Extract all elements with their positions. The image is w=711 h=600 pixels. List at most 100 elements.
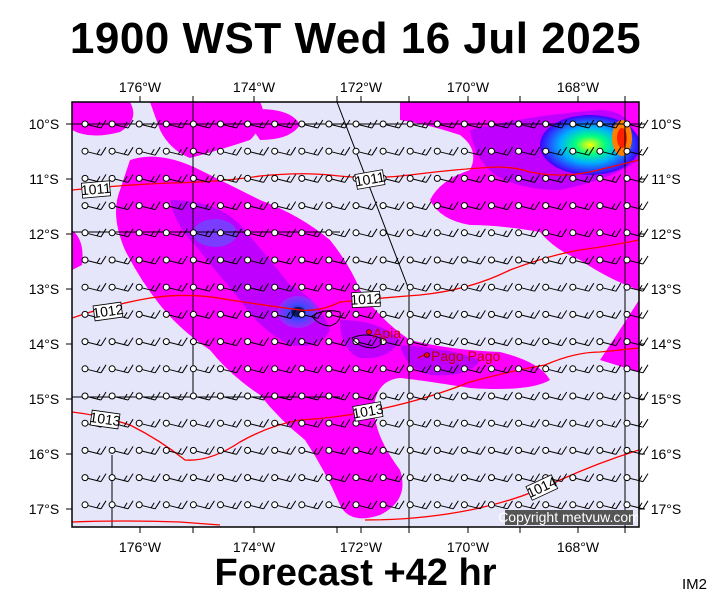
wind-barb [623, 255, 649, 265]
wind-barb [379, 255, 405, 265]
wind-barb [596, 500, 622, 510]
wind-barb [135, 391, 161, 401]
wind-barb [433, 255, 459, 265]
wind-barb [162, 119, 188, 129]
wind-barb [244, 146, 270, 156]
wind-barb [325, 119, 351, 129]
wind-barb [460, 391, 486, 401]
wind-barb [596, 364, 622, 374]
wind-barb [515, 473, 541, 483]
wind-barb [189, 119, 215, 129]
wind-barb [271, 201, 297, 211]
wind-barb [379, 146, 405, 156]
wind-barb [189, 364, 215, 374]
wind-barb [488, 418, 513, 428]
wind-barb [379, 228, 405, 238]
wind-barb [406, 337, 432, 347]
wind-barb [108, 500, 134, 510]
wind-barb [244, 282, 270, 292]
wind-barb [298, 174, 324, 183]
wind-barb [515, 446, 541, 455]
wind-barb [460, 146, 486, 156]
wind-barb [162, 174, 188, 183]
wind-barb [433, 201, 459, 211]
wind-barb [488, 364, 513, 374]
wind-barb [244, 310, 270, 319]
wind-barb [488, 146, 513, 156]
wind-barb [596, 418, 622, 428]
wind-barb [162, 228, 188, 238]
wind-barb [244, 500, 270, 510]
svg-text:Apia: Apia [373, 325, 401, 341]
wind-barb [515, 282, 541, 292]
wind-barb [162, 391, 188, 401]
samoa-islands [311, 310, 382, 349]
wind-barb [433, 228, 459, 238]
wind-barb [623, 310, 649, 319]
wind-barb [433, 282, 459, 292]
wind-barb [244, 255, 270, 265]
wind-barb [244, 364, 270, 374]
wind-barb [515, 337, 541, 347]
wind-barb [189, 500, 215, 510]
wind-barb [569, 282, 595, 292]
wind-barb [189, 174, 215, 183]
wind-barb [81, 201, 107, 211]
wind-barb [379, 446, 405, 455]
wind-barb [271, 418, 297, 428]
wind-barb [81, 119, 107, 129]
wind-barb [81, 337, 107, 347]
wind-barb [325, 391, 351, 401]
wind-barb [189, 282, 215, 292]
lat-label: 15°S [29, 391, 60, 407]
svg-text:1011: 1011 [80, 180, 112, 199]
wind-barb [135, 282, 161, 292]
wind-barb [244, 174, 270, 183]
wind-barb [515, 500, 541, 510]
wind-barb [569, 228, 595, 238]
wind-barb [488, 337, 513, 347]
wind-barb [189, 310, 215, 319]
wind-barb [298, 255, 324, 265]
lat-labels-left: 10°S 11°S 12°S 13°S 14°S 15°S 16°S 17°S [29, 116, 60, 517]
wind-barb [379, 364, 405, 374]
wind-barb [406, 473, 432, 483]
wind-barb [298, 500, 324, 510]
wind-barb [488, 282, 513, 292]
wind-barb [271, 119, 297, 129]
wind-barb [569, 201, 595, 211]
wind-barb [108, 228, 134, 238]
wind-barb [271, 391, 297, 401]
wind-barb [352, 228, 378, 238]
lon-label: 176°W [119, 79, 162, 95]
wind-barb [298, 146, 324, 156]
wind-barb [515, 146, 541, 156]
wind-barb [108, 119, 134, 129]
wind-barb [81, 364, 107, 374]
wind-barb [217, 146, 242, 156]
wind-barb [596, 310, 622, 319]
wind-barb [515, 228, 541, 238]
wind-barb [325, 446, 351, 455]
lon-label: 172°W [340, 79, 383, 95]
wind-barb [189, 473, 215, 483]
wind-barb [135, 255, 161, 265]
wind-barb [460, 418, 486, 428]
wind-barb [433, 337, 459, 347]
wind-barb [271, 146, 297, 156]
wind-barb [596, 473, 622, 483]
wind-barb [189, 418, 215, 428]
axis-ticks [66, 96, 645, 533]
wind-barb [271, 310, 297, 319]
wind-barb [325, 310, 351, 319]
wind-barb [162, 418, 188, 428]
lat-label: 14°S [651, 336, 682, 352]
wind-barb [460, 282, 486, 292]
wind-barb [460, 174, 486, 183]
wind-barb [406, 282, 432, 292]
svg-text:1012: 1012 [350, 290, 382, 308]
lat-label: 16°S [29, 446, 60, 462]
wind-barb [325, 174, 351, 183]
wind-barb [81, 255, 107, 265]
